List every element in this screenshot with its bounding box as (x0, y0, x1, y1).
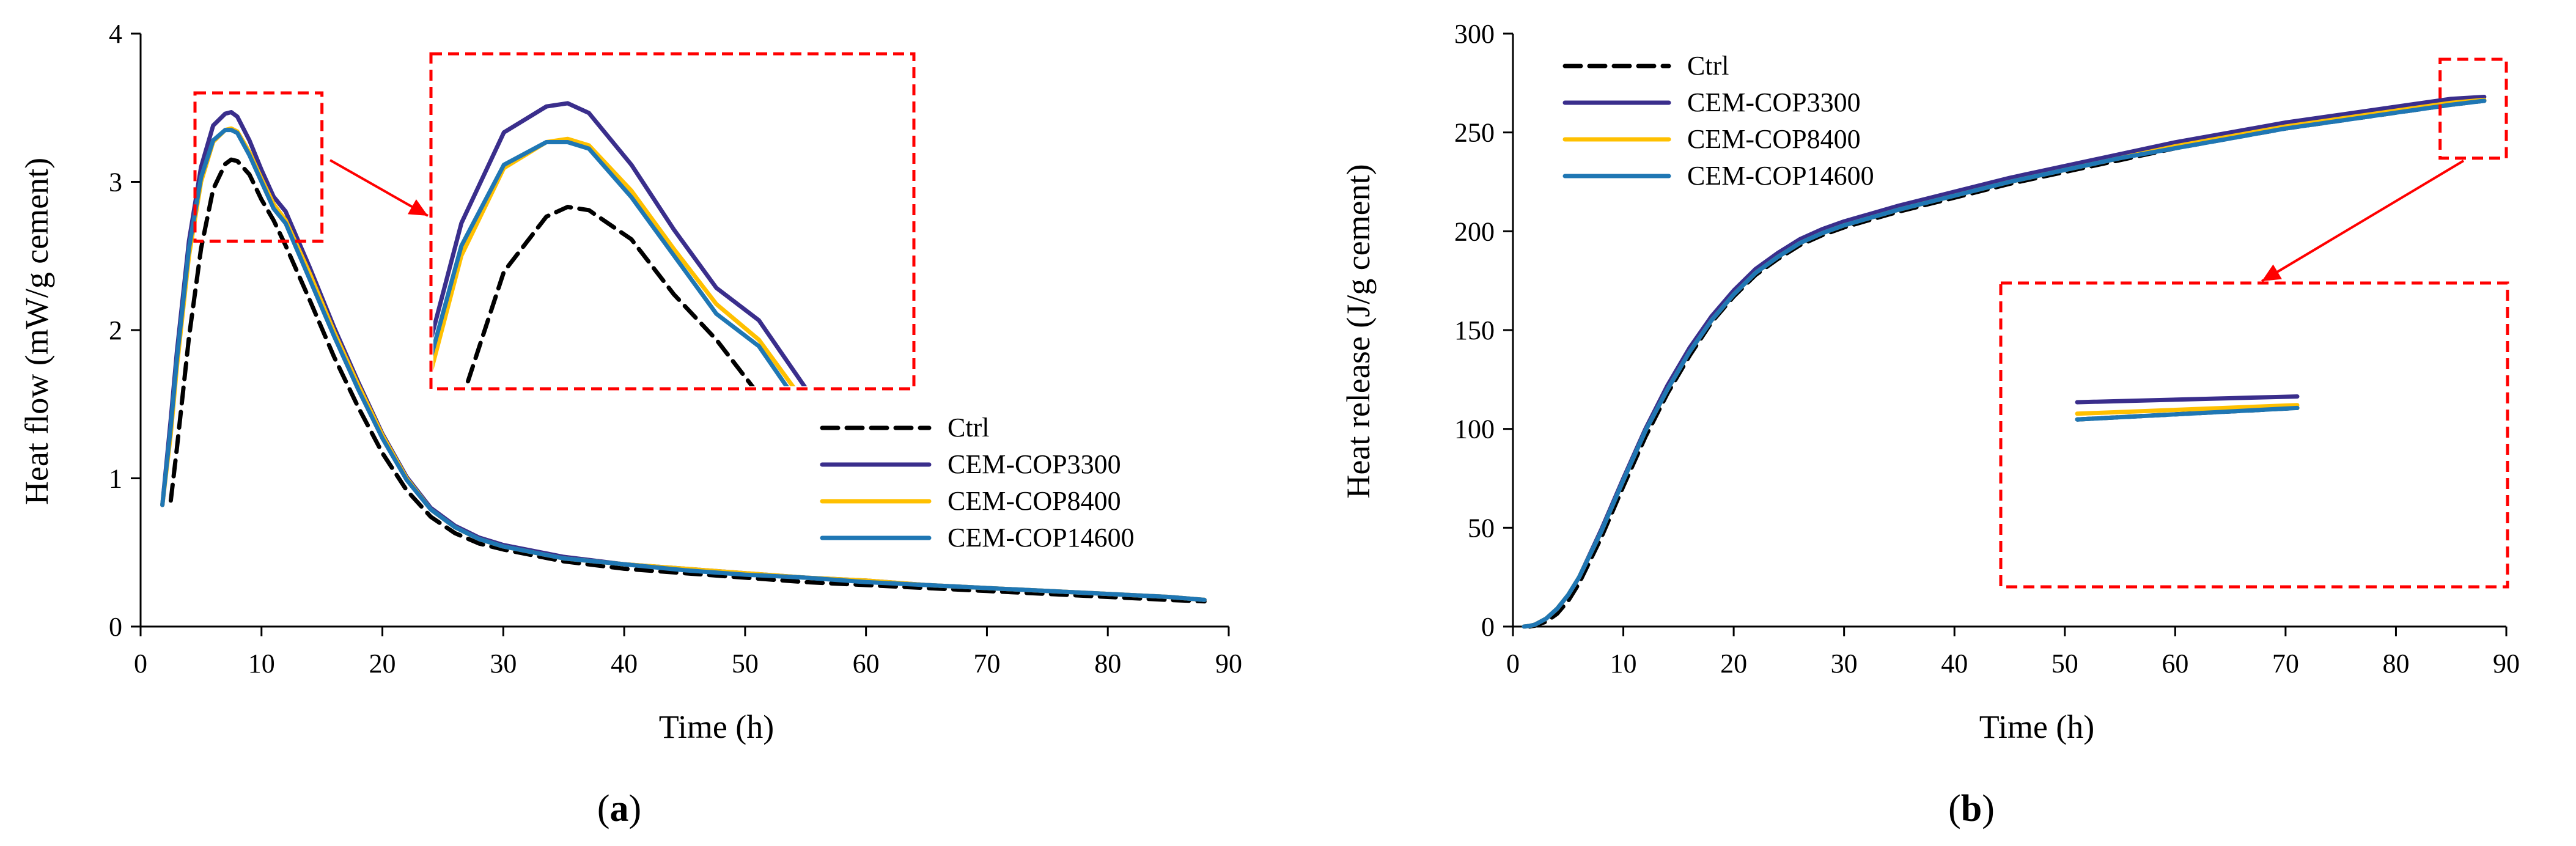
panel-b-x-tick-label-90: 90 (2493, 649, 2520, 679)
panel-a-label-letter: a (610, 788, 629, 829)
panel-a-x-axis-title: Time (h) (659, 708, 775, 745)
panel-a-zoom-arrow-line (329, 159, 429, 217)
panel-b-y-tick-label-300: 300 (1454, 19, 1495, 49)
panel-a-inset-series-cem-cop3300 (433, 101, 808, 386)
panel-b-zoom-arrow-head (2262, 264, 2282, 281)
panel-a-legend: Ctrl CEM-COP3300 CEM-COP8400 CEM-COP14600 (820, 413, 1135, 553)
panel-b-inset-box (1999, 281, 2509, 589)
panel-b-x-tick-label-20: 20 (1720, 649, 1747, 679)
panel-a-y-axis-title: Heat flow (mW/g cement) (18, 158, 55, 505)
panel-a-y-tick-label-3: 3 (109, 167, 122, 197)
panel-b-y-tick-label-0: 0 (1481, 612, 1495, 642)
panel-a-x-tick-label-80: 80 (1094, 649, 1121, 679)
panel-a-legend-label-ctrl: Ctrl (948, 413, 989, 443)
panel-a-label: (a) (597, 788, 641, 829)
panel-a-x-tick-label-60: 60 (853, 649, 880, 679)
panel-a-inset-box (429, 52, 916, 391)
panel-b-heat-release-chart: 0 10 20 30 40 50 60 70 80 90 0 50 100 150 200 250 300 C… (1340, 19, 2520, 829)
panel-a-inset-series-cem-cop14600 (433, 140, 789, 386)
panel-a-x-tick-label-50: 50 (732, 649, 759, 679)
panel-a-inset-series-ctrl (464, 205, 756, 386)
panel-b-legend-label-cem-cop3300: CEM-COP3300 (1687, 87, 1861, 117)
panel-a-series-ctrl (168, 157, 1207, 604)
panel-b-axes (1512, 34, 2506, 628)
panel-b-x-tick-label-30: 30 (1831, 649, 1858, 679)
panel-a-y-tick-label-4: 4 (109, 19, 122, 49)
panel-b-inset-series-cem-cop3300 (2075, 394, 2300, 405)
panel-b-zoom-arrow-line (2261, 160, 2465, 282)
panel-b-series (1522, 95, 2487, 629)
panel-a-inset-series-cem-cop8400 (433, 136, 796, 386)
panel-b-x-tick-label-70: 70 (2272, 649, 2299, 679)
panel-b-x-tick-label-50: 50 (2052, 649, 2078, 679)
panel-b-series-cem-cop14600 (1522, 98, 2487, 629)
panel-b-label: (b) (1948, 788, 1995, 829)
panel-b-x-tick-label-60: 60 (2162, 649, 2188, 679)
panel-a-x-tick-label-20: 20 (369, 649, 396, 679)
panel-b-x-tick-label-40: 40 (1941, 649, 1968, 679)
panel-a-series-cem-cop14600 (160, 128, 1207, 602)
panel-b-zoom-region-box (2438, 57, 2508, 160)
panel-b-y-tick-label-200: 200 (1454, 216, 1495, 246)
panel-a-x-tick-label-0: 0 (134, 649, 147, 679)
panel-b-legend-label-ctrl: Ctrl (1687, 51, 1729, 81)
panel-a-y-tick-label-2: 2 (109, 315, 122, 345)
panel-b-inset-series-cem-cop14600 (2075, 405, 2300, 422)
panel-a-legend-label-cem-cop14600: CEM-COP14600 (948, 523, 1135, 553)
panel-a-heat-flow-chart: 0 10 20 30 40 50 60 70 80 90 0 1 2 3 4 Ctrl CEM-COP330… (18, 19, 1242, 829)
panel-b-x-axis-title: Time (h) (1979, 708, 2095, 745)
panel-a-zoom-arrow-head (408, 199, 428, 216)
panel-a-legend-label-cem-cop3300: CEM-COP3300 (948, 449, 1121, 479)
panel-b-y-tick-label-50: 50 (1468, 513, 1495, 543)
panel-a-y-ticks: 0 1 2 3 4 (109, 19, 141, 642)
panel-b-y-ticks: 0 50 100 150 200 250 300 (1454, 19, 1513, 642)
panel-b-zoom (1999, 57, 2509, 589)
panel-a-x-tick-label-70: 70 (973, 649, 1000, 679)
panel-b-y-tick-label-100: 100 (1454, 414, 1495, 444)
panel-b-legend-label-cem-cop14600: CEM-COP14600 (1687, 161, 1874, 191)
panel-a-x-tick-label-10: 10 (248, 649, 275, 679)
panel-b-x-tick-label-0: 0 (1506, 649, 1520, 679)
panel-b-legend: Ctrl CEM-COP3300 CEM-COP8400 CEM-COP14600 (1562, 51, 1874, 191)
panel-b-inset-curves (2075, 394, 2300, 422)
panel-a-series (160, 110, 1207, 604)
panel-a-x-tick-label-30: 30 (490, 649, 517, 679)
panel-b-x-tick-label-80: 80 (2382, 649, 2409, 679)
panel-b-x-tick-label-10: 10 (1610, 649, 1637, 679)
panel-b-x-ticks: 0 10 20 30 40 50 60 70 80 90 (1506, 627, 2520, 679)
panel-b-label-letter: b (1961, 788, 1982, 829)
panel-a-y-tick-label-0: 0 (109, 612, 122, 642)
panel-b-y-tick-label-150: 150 (1454, 315, 1495, 345)
panel-a-x-tick-label-90: 90 (1215, 649, 1242, 679)
panel-a-zoom (193, 52, 916, 391)
panel-a-inset-curves (433, 101, 808, 386)
panel-b-y-tick-label-250: 250 (1454, 118, 1495, 148)
panel-b-y-axis-title: Heat release (J/g cement) (1340, 164, 1377, 498)
panel-a-x-ticks: 0 10 20 30 40 50 60 70 80 90 (134, 627, 1242, 679)
panel-b-legend-label-cem-cop8400: CEM-COP8400 (1687, 124, 1861, 154)
panel-a-y-tick-label-1: 1 (109, 464, 122, 494)
panel-a-legend-label-cem-cop8400: CEM-COP8400 (948, 486, 1121, 516)
panel-b-inset-series-cem-cop8400 (2075, 403, 2300, 416)
panel-a-x-tick-label-40: 40 (611, 649, 638, 679)
